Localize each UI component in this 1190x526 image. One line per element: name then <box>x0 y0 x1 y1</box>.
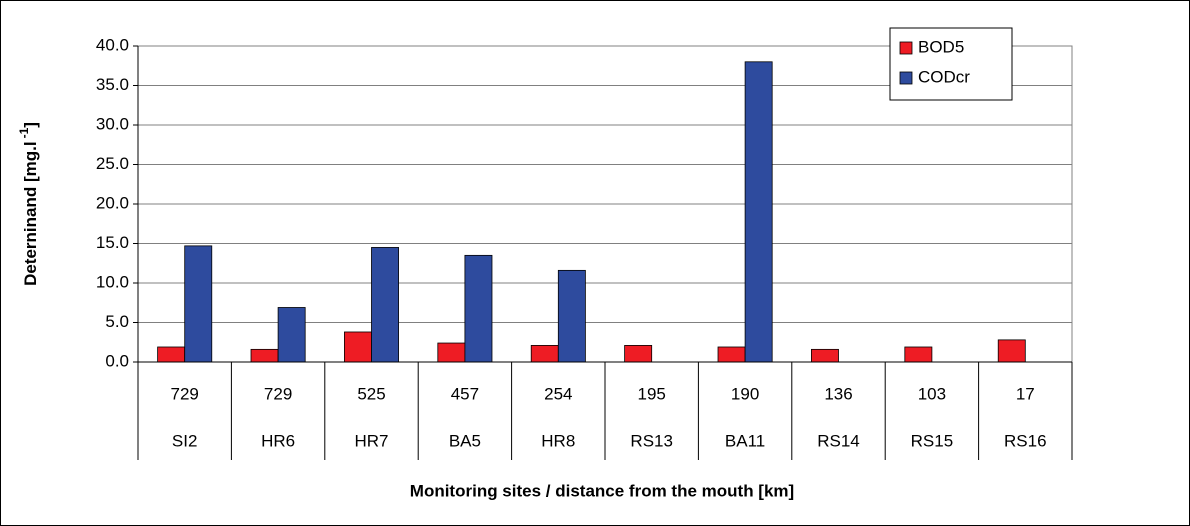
y-axis-title-end: ] <box>21 122 40 128</box>
bar <box>344 331 372 363</box>
y-tick-label: 15.0 <box>96 233 129 252</box>
x-tick-label: 190 <box>731 384 759 403</box>
y-tick-label: 10.0 <box>96 272 129 291</box>
x-tick-label: BA11 <box>725 431 765 450</box>
x-tick-label: RS13 <box>630 431 673 450</box>
x-tick-label: RS15 <box>911 431 954 450</box>
bar <box>811 348 839 363</box>
x-tick-label: 457 <box>451 384 479 403</box>
bar <box>437 342 466 363</box>
x-tick-label: 729 <box>171 384 199 403</box>
bar <box>717 346 746 363</box>
legend-box <box>889 27 1013 101</box>
legend-label: CODcr <box>918 67 970 86</box>
x-tick-label: HR8 <box>541 431 575 450</box>
bar <box>997 339 1026 363</box>
bar <box>250 348 279 363</box>
x-tick-label: 195 <box>638 384 666 403</box>
bar <box>624 345 653 363</box>
x-axis-title: Monitoring sites / distance from the mou… <box>410 481 794 500</box>
y-tick-label: 20.0 <box>96 193 129 212</box>
x-tick-label: BA5 <box>449 431 481 450</box>
x-tick-label: RS16 <box>1004 431 1047 450</box>
legend-label: BOD5 <box>918 37 964 56</box>
bar <box>530 345 559 363</box>
y-axis-title-main: Deterninand [mg.l <box>21 141 40 286</box>
x-tick-label: 254 <box>544 384 572 403</box>
legend-swatch <box>899 41 913 55</box>
x-tick-label: RS14 <box>817 431 860 450</box>
legend-swatch <box>899 71 913 85</box>
x-tick-label: 136 <box>824 384 852 403</box>
bar <box>557 269 586 363</box>
y-tick-label: 0.0 <box>105 351 129 370</box>
y-axis-title: Deterninand [mg.l -1] <box>17 122 40 286</box>
bar <box>744 61 773 363</box>
y-tick-label: 30.0 <box>96 114 129 133</box>
x-tick-label: HR7 <box>354 431 388 450</box>
bar <box>157 346 186 363</box>
x-tick-label: HR6 <box>261 431 295 450</box>
y-tick-label: 40.0 <box>96 35 129 54</box>
x-tick-label: 525 <box>357 384 385 403</box>
y-tick-label: 25.0 <box>96 154 129 173</box>
y-tick-label: 5.0 <box>105 312 129 331</box>
x-tick-label: 17 <box>1016 384 1035 403</box>
y-axis-title-sup: -1 <box>17 127 31 138</box>
bar <box>277 307 306 363</box>
y-tick-label: 35.0 <box>96 75 129 94</box>
bar <box>464 254 493 363</box>
bar <box>371 247 399 363</box>
x-tick-label: SI2 <box>172 431 198 450</box>
bar <box>184 245 213 363</box>
x-tick-label: 103 <box>918 384 946 403</box>
bar <box>904 346 933 363</box>
x-tick-label: 729 <box>264 384 292 403</box>
